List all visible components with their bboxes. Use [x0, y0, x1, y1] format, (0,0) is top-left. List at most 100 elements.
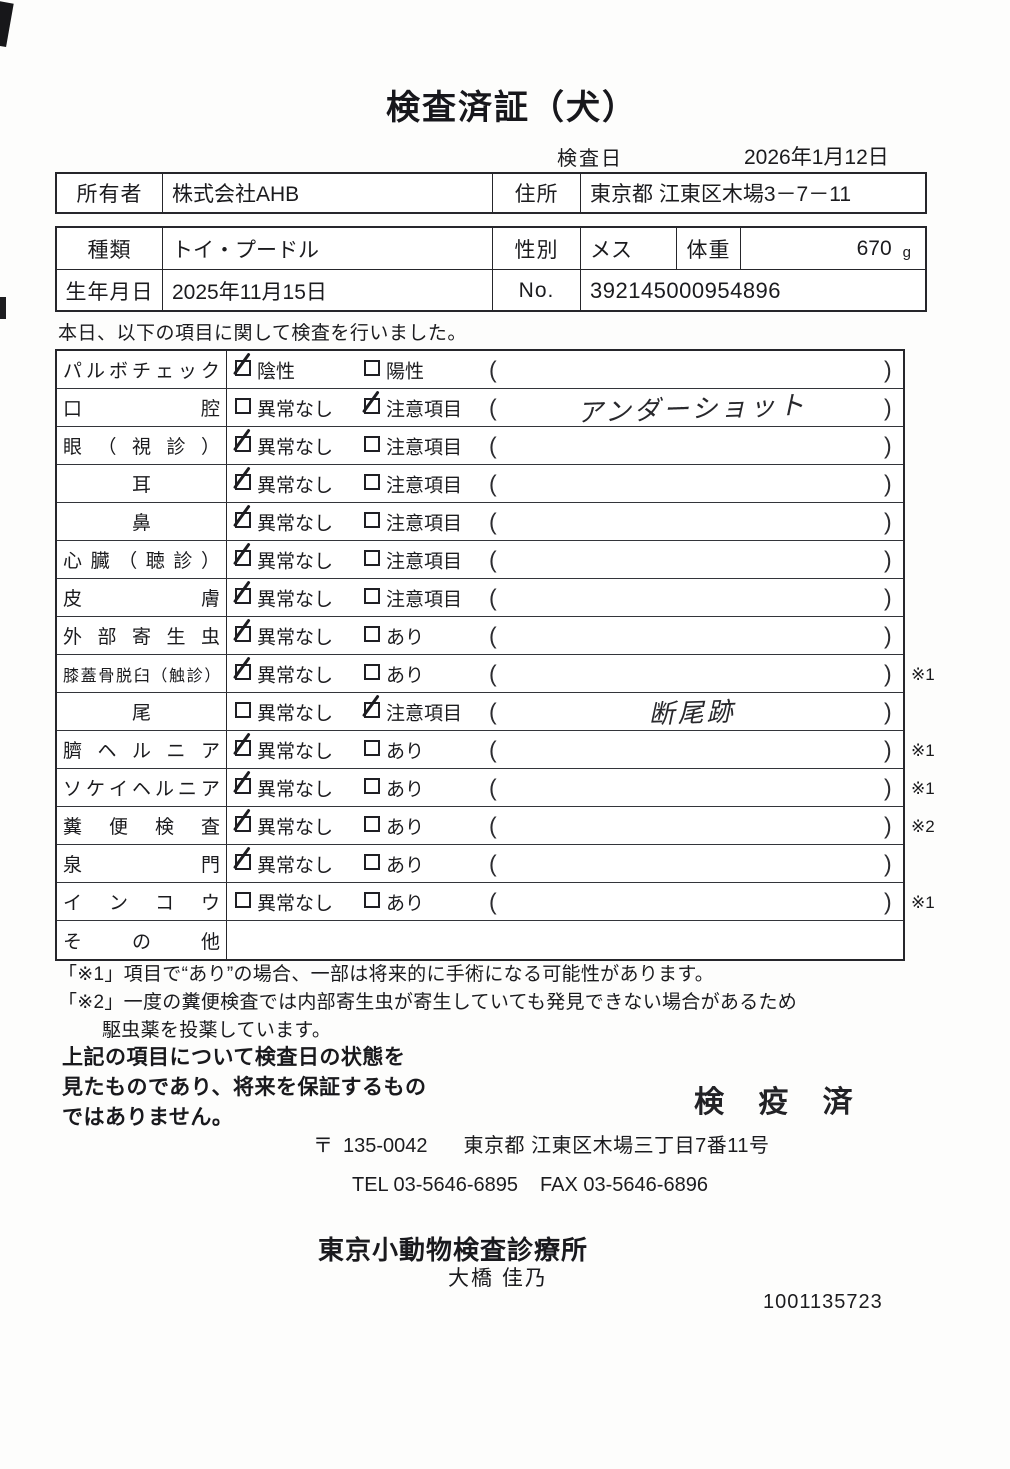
- clinic-postal-line: 〒 135-0042 東京都 江東区木場三丁目7番11号: [313, 1129, 769, 1158]
- option1-label: 異常なし: [257, 551, 334, 572]
- checklist-item-content: [227, 921, 903, 959]
- footnote-line: 駆虫薬を投薬しています。: [102, 1020, 332, 1041]
- close-paren: ): [884, 736, 892, 762]
- checklist-item-label: その他: [63, 931, 220, 953]
- weight-value-cell: 670 g: [740, 228, 925, 269]
- checklist-item-label: ソケイヘルニア: [63, 779, 220, 800]
- open-paren: (: [489, 470, 497, 496]
- checkbox-option2-icon: [364, 398, 380, 414]
- option1-label: 異常なし: [257, 627, 334, 648]
- checklist-item-label-cell: 鼻: [57, 503, 227, 540]
- option2-label: あり: [386, 893, 425, 914]
- footnote-mark: ※1: [911, 740, 935, 760]
- birth-label: 生年月日: [65, 280, 154, 304]
- checklist-item-content: 異常なし あり ( ) ※1: [227, 769, 935, 806]
- checklist-item-label-cell: インコウ: [57, 883, 227, 920]
- no-label: No.: [492, 270, 580, 311]
- open-paren: (: [489, 736, 497, 762]
- checkbox-option1-icon: [235, 740, 251, 756]
- close-paren: ): [884, 508, 892, 534]
- disclaimer-line: 見たものであり、将来を保証するもの: [62, 1076, 427, 1099]
- open-paren: (: [489, 888, 497, 914]
- checklist-item-label: 鼻: [131, 513, 151, 534]
- checklist-item-label-cell: 心臓（聴診）: [57, 541, 227, 578]
- checklist-row: パルボチェック 陰性 陽性 ( ): [57, 351, 903, 389]
- checkbox-option2-icon: [364, 474, 380, 490]
- option2-label: あり: [386, 665, 425, 686]
- checklist-item-content: 異常なし 注意項目 ( 断尾跡 ): [227, 693, 903, 730]
- option2-label: あり: [386, 779, 425, 800]
- option1-label: 異常なし: [257, 817, 334, 838]
- checklist-item-label: 口腔: [63, 399, 220, 420]
- checklist-item-label: 尾: [131, 703, 151, 724]
- checklist-item-label-cell: ソケイヘルニア: [57, 769, 227, 806]
- disclaimer-line: ではありません。: [62, 1106, 234, 1129]
- close-paren: ): [884, 432, 892, 458]
- checkbox-option1-icon: [235, 892, 251, 908]
- owner-value: 株式会社AHB: [162, 174, 492, 212]
- checklist-item-content: 陰性 陽性 ( ): [227, 351, 903, 388]
- open-paren: (: [489, 508, 497, 534]
- close-paren: ): [884, 622, 892, 648]
- checklist-row: 臍ヘルニア 異常なし あり ( ) ※1: [57, 731, 935, 769]
- checklist-row: 耳 異常なし 注意項目 ( ): [57, 465, 903, 503]
- checkbox-option1-icon: [235, 550, 251, 566]
- option2-label: 注意項目: [386, 399, 463, 420]
- close-paren: ): [884, 850, 892, 876]
- checklist-row: ソケイヘルニア 異常なし あり ( ) ※1: [57, 769, 935, 807]
- checkbox-option1-icon: [235, 854, 251, 870]
- checklist-row: その他: [57, 921, 903, 959]
- close-paren: ): [884, 546, 892, 572]
- footnote-mark: ※1: [911, 664, 935, 684]
- sex-label: 性別: [492, 228, 580, 269]
- checklist-row: 膝蓋骨脱臼（触診） 異常なし あり ( ) ※1: [57, 655, 935, 693]
- option2-label: 注意項目: [386, 551, 463, 572]
- checklist-item-label-cell: 口腔: [57, 389, 227, 426]
- clinic-fax: FAX 03-5646-6896: [540, 1174, 708, 1196]
- option2-label: 注意項目: [386, 513, 463, 534]
- clinic-address: 東京都 江東区木場三丁目7番11号: [463, 1135, 770, 1157]
- checklist-item-label-cell: その他: [57, 921, 227, 959]
- option1-label: 異常なし: [257, 893, 334, 914]
- checklist-item-label-cell: パルボチェック: [57, 351, 227, 388]
- open-paren: (: [489, 356, 497, 382]
- serial-number: 1001135723: [763, 1291, 883, 1313]
- checklist-row: 外部寄生虫 異常なし あり ( ): [57, 617, 903, 655]
- option2-label: あり: [386, 855, 425, 876]
- checklist-item-content: 異常なし あり ( ) ※1: [227, 731, 935, 768]
- checkbox-option2-icon: [364, 550, 380, 566]
- breed-label: 種類: [87, 238, 132, 262]
- checklist-item-label: 耳: [131, 475, 151, 496]
- option1-label: 異常なし: [257, 475, 334, 496]
- checkbox-option1-icon: [235, 702, 251, 718]
- checkbox-option2-icon: [364, 854, 380, 870]
- checkbox-option1-icon: [235, 626, 251, 642]
- breed-value: トイ・プードル: [162, 228, 492, 269]
- option1-label: 異常なし: [257, 665, 334, 686]
- checkbox-option2-icon: [364, 436, 380, 452]
- owner-table: 所有者 株式会社AHB 住所 東京都 江東区木場3－7－11: [55, 172, 927, 214]
- footnote-line: 「※1」項目で“あり”の場合、一部は将来的に手術になる可能性があります。: [58, 964, 715, 985]
- close-paren: ): [884, 584, 892, 610]
- handwritten-note: [512, 363, 872, 376]
- checkbox-option1-icon: [235, 360, 251, 376]
- owner-label: 所有者: [76, 183, 143, 206]
- checklist-item-label-cell: 耳: [57, 465, 227, 502]
- checklist-item-label: 眼（視診）: [63, 437, 220, 458]
- checklist-row: 口腔 異常なし 注意項目 ( アンダーショット ): [57, 389, 903, 428]
- handwritten-note: [512, 857, 872, 870]
- checkbox-option1-icon: [235, 778, 251, 794]
- handwritten-note: [512, 781, 872, 794]
- option1-label: 異常なし: [257, 741, 334, 762]
- handwritten-note: [512, 439, 872, 452]
- option2-label: 注意項目: [386, 703, 463, 724]
- close-paren: ): [884, 888, 892, 914]
- checkbox-option1-icon: [235, 512, 251, 528]
- checklist-item-label: 泉門: [63, 855, 220, 876]
- footnote-line: 「※2」一度の糞便検査では内部寄生虫が寄生していても発見できない場合があるため: [58, 992, 798, 1013]
- checklist-row: 尾 異常なし 注意項目 ( 断尾跡 ): [57, 693, 903, 731]
- close-paren: ): [884, 394, 892, 420]
- clinic-tel-line: TEL 03-5646-6895 FAX 03-5646-6896: [352, 1174, 708, 1197]
- owner-row: 所有者 株式会社AHB 住所 東京都 江東区木場3－7－11: [57, 174, 925, 212]
- close-paren: ): [884, 660, 892, 686]
